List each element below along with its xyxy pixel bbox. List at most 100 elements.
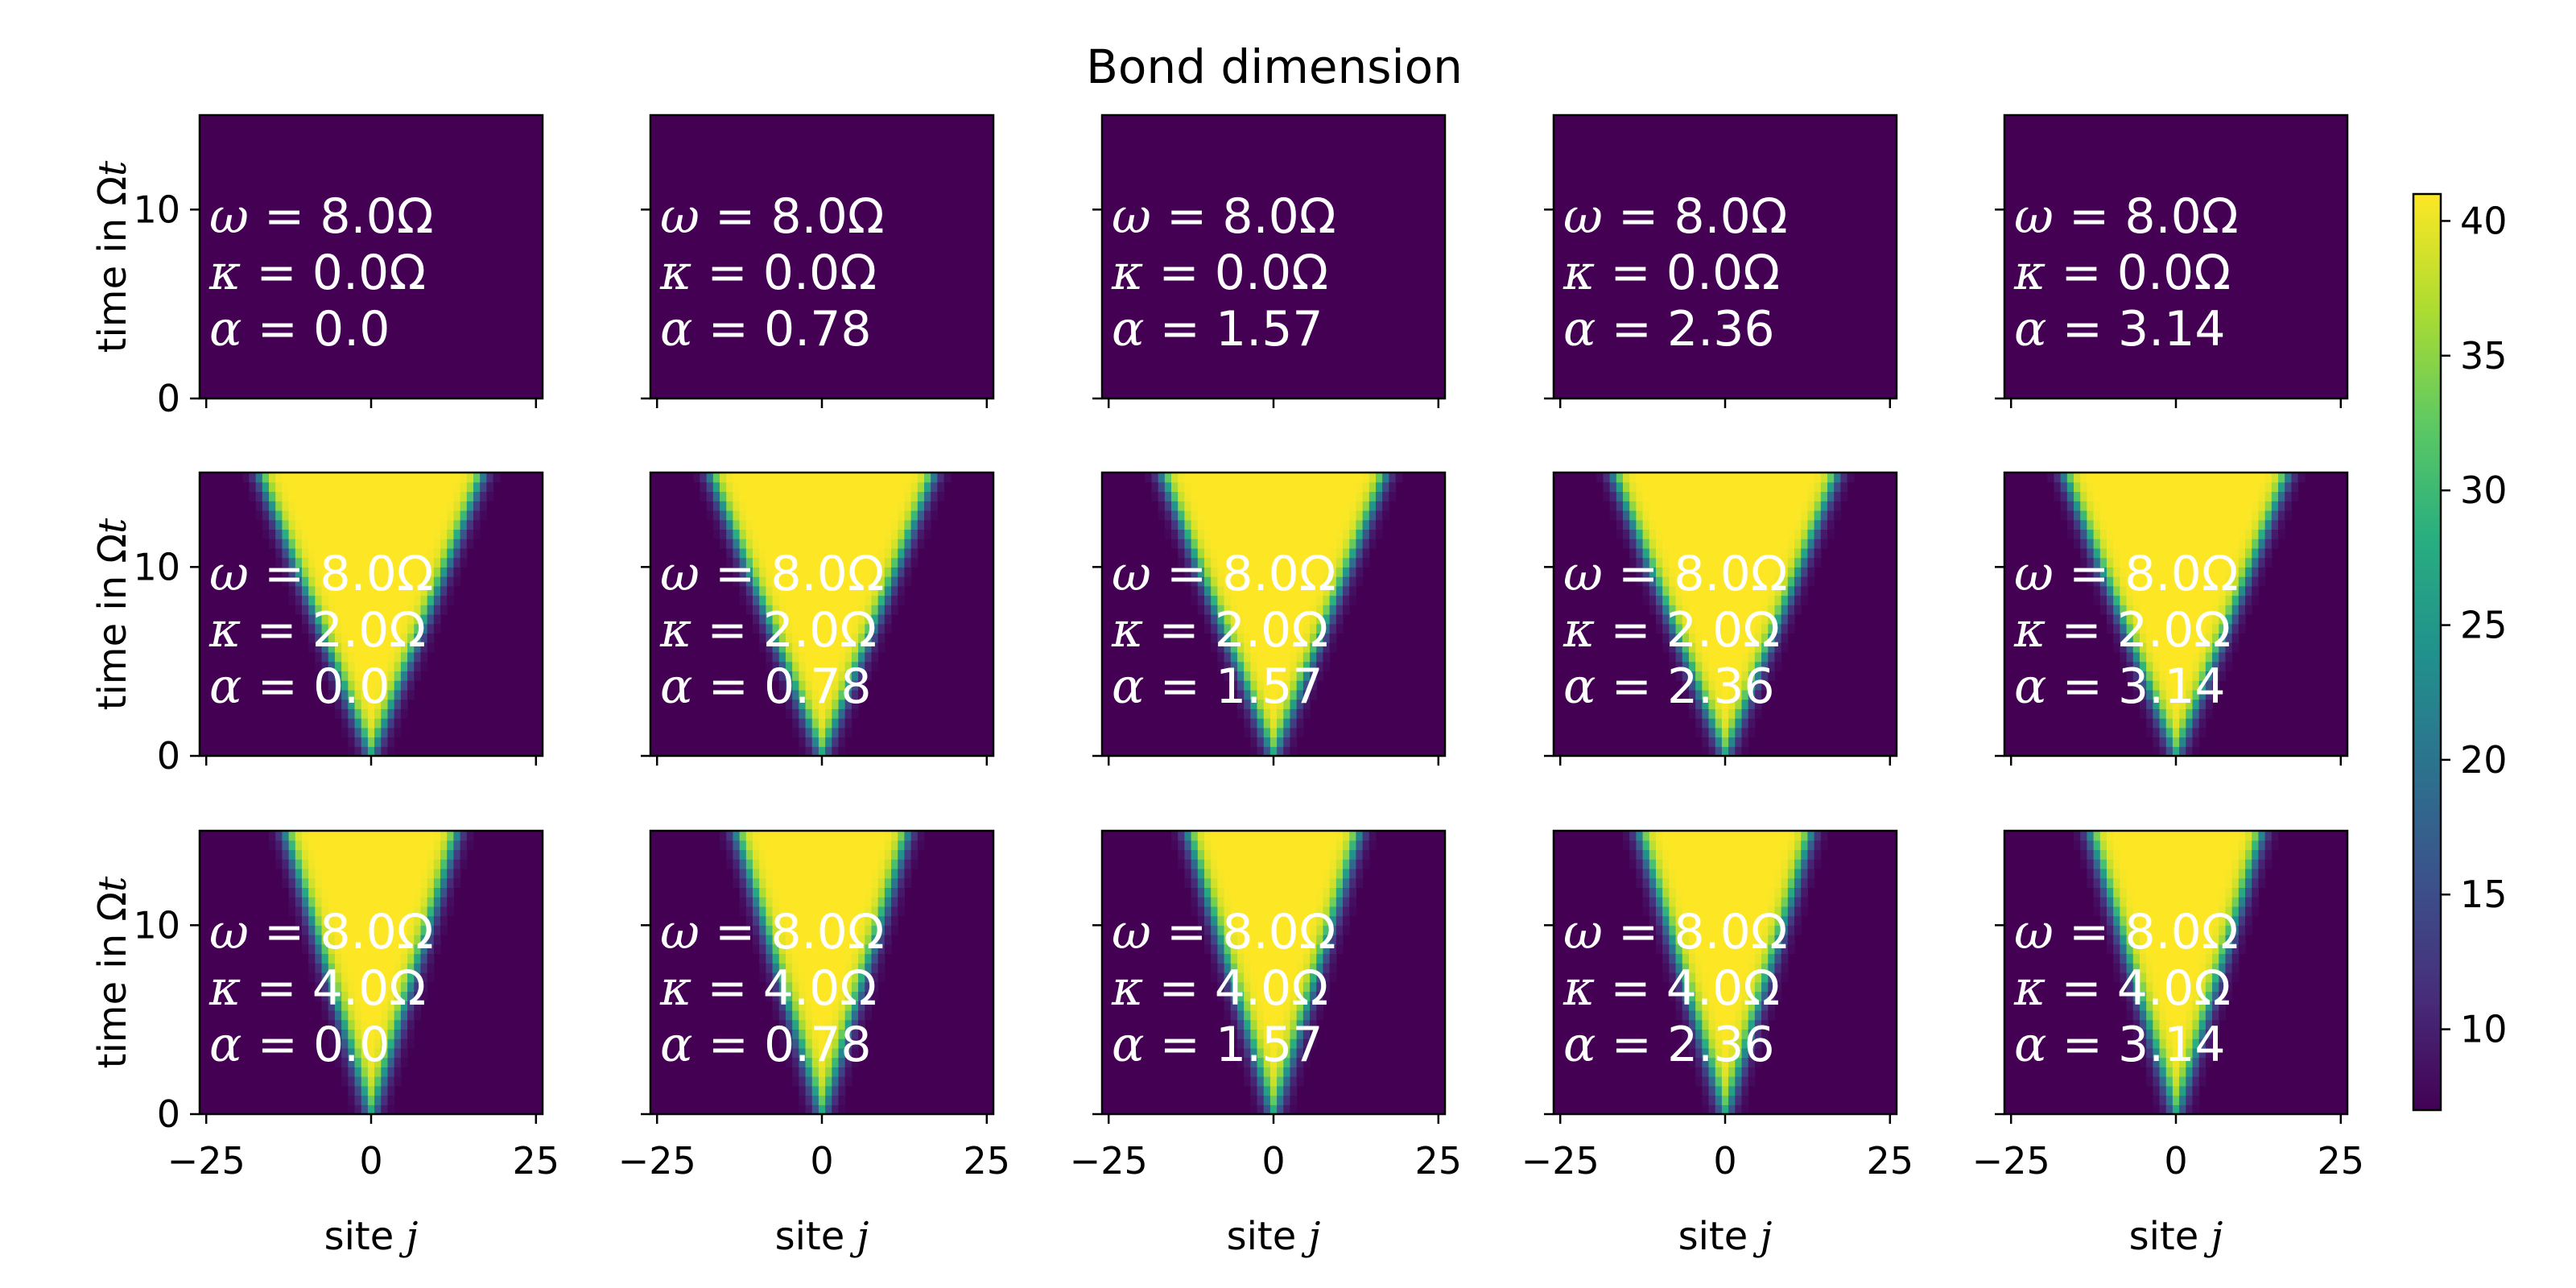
heatmap-cell [1675, 661, 1683, 671]
heatmap-cell [844, 519, 852, 530]
heatmap-cell [367, 963, 375, 973]
heatmap-cell [2172, 671, 2180, 681]
heatmap-cell [1310, 547, 1317, 559]
heatmap-cell [1290, 501, 1298, 511]
heatmap-cell [1197, 906, 1205, 917]
heatmap-cell [2159, 746, 2167, 756]
heatmap-cell [341, 925, 349, 935]
heatmap-cell [394, 539, 402, 549]
heatmap-cell [1269, 718, 1278, 729]
heatmap-cell [2212, 671, 2219, 681]
heatmap-cell [2172, 473, 2180, 483]
heatmap-cell [1244, 915, 1251, 926]
heatmap-cell [288, 491, 296, 502]
heatmap-cell [1675, 585, 1683, 597]
heatmap-cell [466, 539, 474, 549]
heatmap-cell [2093, 539, 2101, 549]
heatmap-cell [2066, 481, 2074, 493]
heatmap-cell [1715, 491, 1723, 502]
heatmap-cell [838, 1001, 846, 1011]
heatmap-cell [772, 897, 780, 907]
heatmap-cell [249, 491, 257, 502]
heatmap-cell [2186, 642, 2194, 653]
heatmap-cell [838, 972, 846, 983]
heatmap-cell [1244, 567, 1251, 577]
heatmap-cell [288, 519, 296, 530]
heatmap-cell [2113, 585, 2120, 597]
heatmap-cell [394, 661, 402, 671]
heatmap-cell [381, 491, 389, 502]
heatmap-cell [2205, 708, 2213, 719]
heatmap-cell [1277, 605, 1284, 615]
heatmap-cell [308, 925, 316, 935]
heatmap-cell [2132, 661, 2140, 671]
heatmap-cell [1263, 737, 1271, 747]
heatmap-cell [387, 623, 395, 634]
heatmap-cell [1277, 671, 1284, 681]
heatmap-cell [1269, 727, 1278, 738]
heatmap-cell [2165, 481, 2174, 493]
heatmap-cell [1329, 576, 1337, 587]
heatmap-cell [766, 633, 774, 643]
heatmap-cell [778, 972, 786, 983]
heatmap-cell [354, 1001, 362, 1011]
heatmap-cell [858, 576, 865, 587]
heatmap-cell [2219, 642, 2227, 653]
heatmap-cell [407, 547, 415, 559]
heatmap-cell [2106, 519, 2114, 530]
heatmap-cell [1158, 473, 1166, 483]
heatmap-cell [433, 915, 441, 926]
heatmap-cell [2192, 576, 2200, 587]
heatmap-cell [759, 481, 766, 493]
heatmap-cell [1302, 651, 1311, 663]
heatmap-cell [805, 529, 813, 539]
heatmap-cell [2106, 557, 2114, 568]
heatmap-cell [1682, 633, 1690, 643]
heatmap-cell [1695, 501, 1703, 511]
heatmap-cell [844, 708, 852, 719]
heatmap-cell [440, 539, 448, 549]
heatmap-cell [2126, 519, 2134, 530]
heatmap-cell [354, 501, 362, 511]
heatmap-cell [1768, 567, 1776, 577]
heatmap-cell [414, 614, 422, 625]
heatmap-cell [1741, 614, 1749, 625]
y-tick-label: 0 [157, 377, 180, 420]
heatmap-cell [308, 906, 316, 917]
heatmap-cell [792, 859, 799, 869]
heatmap-cell [354, 1085, 362, 1096]
heatmap-cell [1741, 642, 1749, 653]
heatmap-cell [288, 595, 296, 605]
heatmap-cell [1735, 718, 1743, 729]
heatmap-cell [2126, 614, 2134, 625]
heatmap-cell [1781, 491, 1789, 502]
heatmap-cell [805, 877, 813, 888]
heatmap-cell [1781, 547, 1789, 559]
heatmap-cell [341, 614, 349, 625]
heatmap-cell [891, 576, 898, 587]
heatmap-cell [1250, 1085, 1258, 1096]
heatmap-cell [2205, 651, 2213, 663]
heatmap-cell [1695, 671, 1703, 681]
heatmap-cell [334, 473, 342, 483]
heatmap-cell [414, 849, 422, 860]
heatmap-cell [818, 671, 826, 681]
heatmap-cell [1636, 491, 1644, 502]
heatmap-cell [334, 943, 342, 955]
heatmap-cell [1708, 737, 1716, 747]
heatmap-cell [2113, 633, 2120, 643]
heatmap-cell [2198, 510, 2207, 521]
heatmap-cell [844, 868, 852, 879]
heatmap-cell [420, 972, 428, 983]
heatmap-cell [1655, 491, 1663, 502]
heatmap-cell [400, 831, 408, 841]
heatmap-cell [440, 849, 448, 860]
heatmap-cell [367, 1104, 375, 1114]
heatmap-cell [1735, 539, 1743, 549]
heatmap-cell [420, 481, 428, 493]
parameter-label: α = 0.78 [660, 658, 872, 715]
heatmap-cell [811, 727, 819, 738]
heatmap-cell [2159, 519, 2167, 530]
heatmap-cell [910, 840, 919, 851]
heatmap-cell [818, 529, 826, 539]
